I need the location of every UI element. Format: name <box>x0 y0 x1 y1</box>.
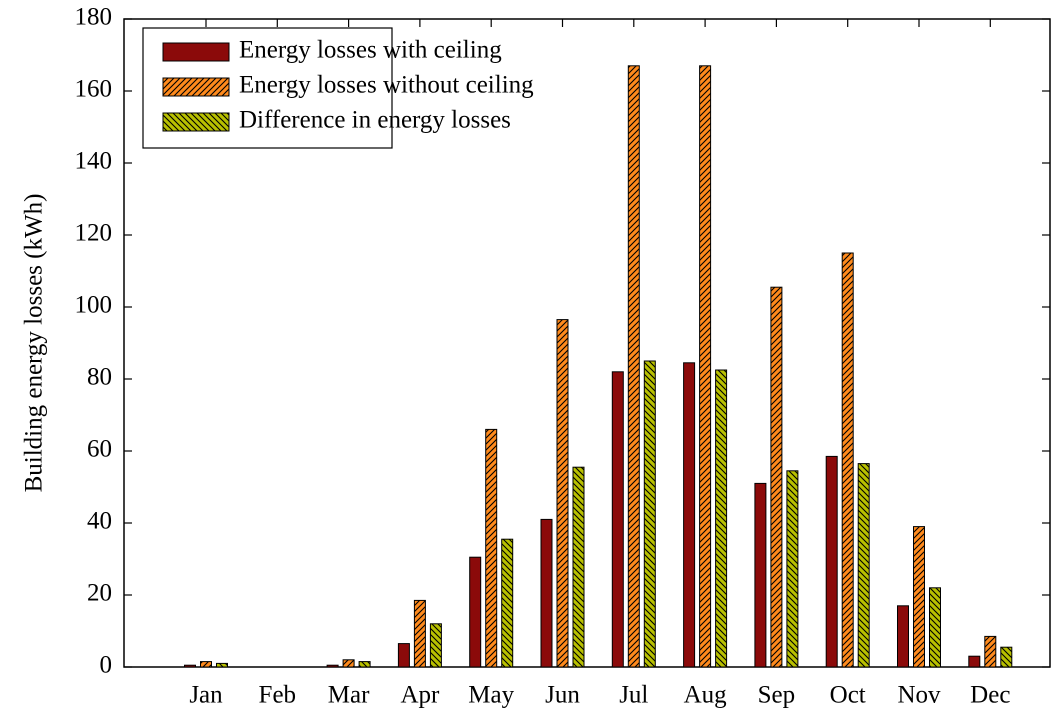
bar <box>715 369 728 668</box>
y-tick-label: 40 <box>87 508 112 535</box>
bar <box>643 360 656 668</box>
legend-label: Energy losses with ceiling <box>239 37 502 64</box>
legend-label: Difference in energy losses <box>239 107 511 134</box>
y-tick-label: 160 <box>75 76 113 103</box>
bar <box>200 661 212 668</box>
bar <box>913 526 925 668</box>
bar <box>556 319 569 668</box>
bar <box>683 362 696 668</box>
bar <box>572 466 585 668</box>
bar <box>485 428 498 668</box>
x-tick-label: Dec <box>970 682 1010 709</box>
bar <box>786 470 799 668</box>
x-tick-label: May <box>468 682 514 709</box>
y-axis-label: Building energy losses (kWh) <box>21 194 48 493</box>
x-tick-label: Feb <box>259 682 297 709</box>
bar <box>968 655 981 668</box>
bar <box>469 556 482 668</box>
legend-label: Energy losses without ceiling <box>239 72 534 99</box>
bar <box>413 599 426 668</box>
bar <box>754 482 767 668</box>
plot-frame <box>123 18 1051 668</box>
y-tick-label: 0 <box>100 652 113 679</box>
bar <box>699 65 712 668</box>
x-tick-label: Apr <box>400 682 440 709</box>
bar <box>358 661 371 668</box>
bar <box>984 635 997 668</box>
x-tick-label: Jun <box>545 682 580 709</box>
x-tick-label: Sep <box>758 682 796 709</box>
bar <box>825 455 838 668</box>
bar <box>540 518 553 668</box>
legend-swatch <box>162 112 230 132</box>
bar <box>770 286 783 668</box>
bar <box>627 65 640 668</box>
bar <box>216 662 228 668</box>
bar <box>1000 646 1013 668</box>
bar <box>342 659 355 668</box>
y-tick-label: 20 <box>87 580 112 607</box>
x-tick-label: Aug <box>684 682 728 709</box>
bar <box>857 463 870 668</box>
y-tick-label: 60 <box>87 436 112 463</box>
bar <box>501 538 514 668</box>
y-tick-label: 100 <box>75 292 113 319</box>
y-tick-label: 80 <box>87 364 112 391</box>
bar <box>841 252 854 668</box>
legend-swatch <box>162 77 230 97</box>
y-tick-label: 120 <box>75 220 113 247</box>
y-tick-label: 140 <box>75 148 113 175</box>
bar <box>929 587 941 668</box>
x-tick-label: Oct <box>830 682 866 709</box>
x-tick-label: Jul <box>619 682 648 709</box>
x-tick-label: Mar <box>328 682 370 709</box>
x-tick-label: Jan <box>189 682 223 709</box>
x-tick-label: Nov <box>897 682 941 709</box>
bar <box>397 643 410 668</box>
bar <box>897 605 909 668</box>
bar <box>326 664 339 668</box>
bar <box>611 371 624 668</box>
bar <box>429 623 442 668</box>
bar <box>184 664 196 668</box>
y-tick-label: 180 <box>75 4 113 31</box>
legend-swatch <box>162 42 230 62</box>
